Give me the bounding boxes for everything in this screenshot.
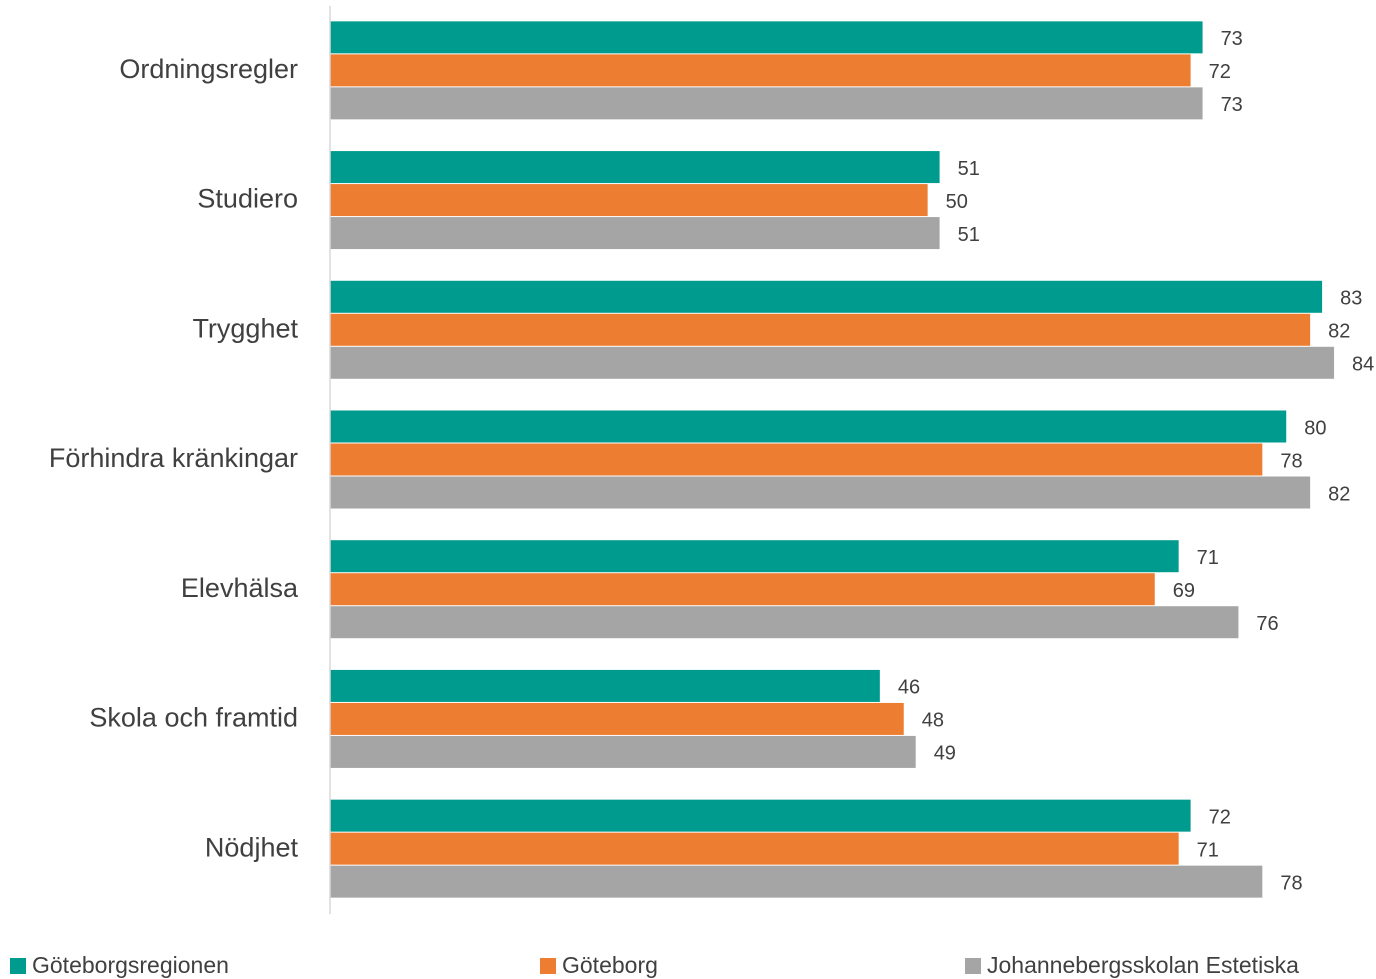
bar xyxy=(330,21,1203,54)
data-label: 72 xyxy=(1209,806,1231,828)
y-tick-label: Trygghet xyxy=(192,313,298,343)
data-label: 76 xyxy=(1256,613,1278,635)
bar xyxy=(330,87,1203,120)
data-label: 69 xyxy=(1173,580,1195,602)
data-label: 49 xyxy=(934,743,956,765)
bar xyxy=(330,540,1179,573)
data-label: 51 xyxy=(958,224,980,246)
data-label: 72 xyxy=(1209,61,1231,83)
data-label: 71 xyxy=(1197,547,1219,569)
y-tick-label: Nödjhet xyxy=(205,832,299,862)
y-tick-label: Förhindra kränkingar xyxy=(49,443,298,473)
bar xyxy=(330,832,1179,865)
data-label: 73 xyxy=(1221,28,1243,50)
bar xyxy=(330,54,1191,87)
y-tick-label: Ordningsregler xyxy=(119,54,298,84)
legend-swatch xyxy=(10,958,26,974)
data-label: 82 xyxy=(1328,483,1350,505)
bar xyxy=(330,606,1239,639)
bar xyxy=(330,669,880,702)
legend-label: Johannebergsskolan Estetiska xyxy=(987,952,1299,978)
bar xyxy=(330,151,940,184)
bar xyxy=(330,346,1335,379)
data-label: 51 xyxy=(958,158,980,180)
y-tick-label: Skola och framtid xyxy=(89,703,298,733)
y-tick-label: Elevhälsa xyxy=(181,573,299,603)
bar xyxy=(330,280,1323,313)
bar xyxy=(330,865,1263,898)
bar xyxy=(330,476,1311,509)
legend-swatch xyxy=(540,958,556,974)
bar xyxy=(330,410,1287,443)
legend-swatch xyxy=(965,958,981,974)
data-label: 78 xyxy=(1280,872,1302,894)
bar xyxy=(330,735,916,768)
bar xyxy=(330,184,928,217)
bar xyxy=(330,573,1155,606)
legend-label: Göteborg xyxy=(562,952,658,978)
bar xyxy=(330,799,1191,832)
data-label: 46 xyxy=(898,677,920,699)
data-label: 71 xyxy=(1197,839,1219,861)
legend-label: Göteborgsregionen xyxy=(32,952,229,978)
data-label: 80 xyxy=(1304,417,1326,439)
y-tick-label: Studiero xyxy=(197,184,298,214)
data-label: 82 xyxy=(1328,321,1350,343)
data-label: 84 xyxy=(1352,354,1374,376)
data-label: 73 xyxy=(1221,94,1243,116)
bar xyxy=(330,313,1311,346)
data-label: 48 xyxy=(922,710,944,732)
data-label: 78 xyxy=(1280,450,1302,472)
data-label: 83 xyxy=(1340,288,1362,310)
bar xyxy=(330,702,904,735)
bar xyxy=(330,443,1263,476)
data-label: 50 xyxy=(946,191,968,213)
bar xyxy=(330,217,940,250)
